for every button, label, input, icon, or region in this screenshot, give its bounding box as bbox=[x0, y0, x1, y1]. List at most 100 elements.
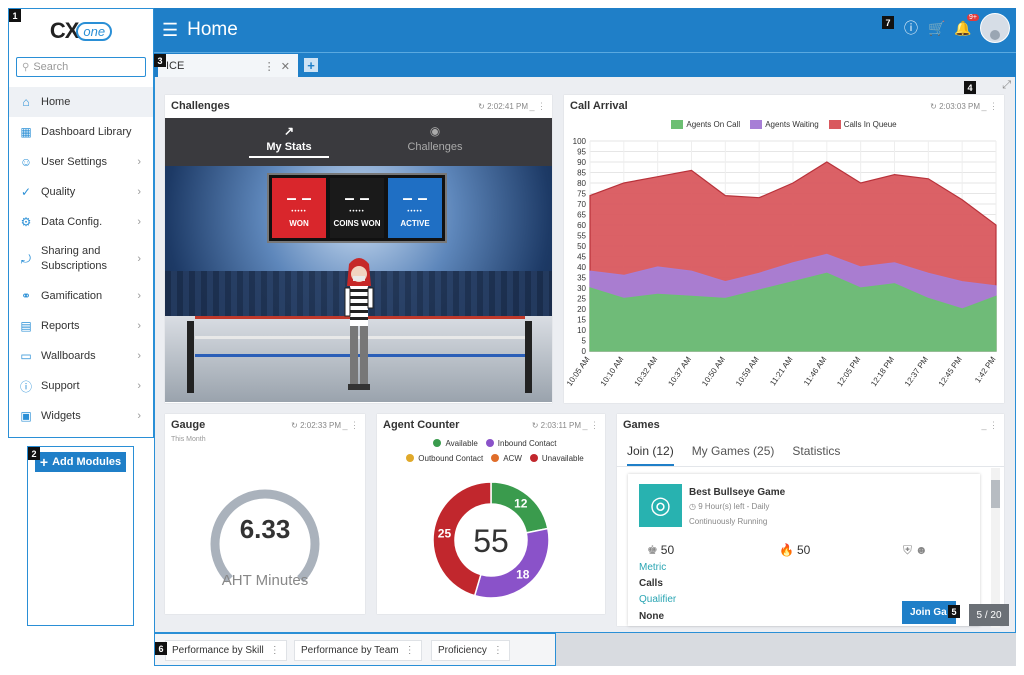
kebab-icon: ⋮ bbox=[492, 645, 503, 656]
tab-statistics[interactable]: Statistics bbox=[792, 444, 841, 458]
tab-my-games[interactable]: My Games (25) bbox=[691, 444, 775, 458]
game-card[interactable]: ◎ Best Bullseye Game ◷ 9 Hour(s) left - … bbox=[628, 474, 980, 626]
won-label: WON bbox=[289, 219, 309, 228]
join-game-button[interactable]: Join Ga bbox=[902, 601, 956, 624]
chevron-right-icon: › bbox=[137, 410, 141, 422]
expand-icon[interactable]: ⤢ bbox=[1002, 79, 1011, 91]
widget-menu-icon[interactable]: _ ⋮ bbox=[582, 419, 599, 430]
sidebar-item-dashboard-library[interactable]: ▦ Dashboard Library bbox=[9, 117, 153, 147]
bottom-tab-performance-by-team[interactable]: Performance by Team ⋮ bbox=[294, 640, 422, 661]
y-tick-label: 80 bbox=[577, 179, 586, 188]
gauge-value: 6.33 bbox=[239, 514, 291, 544]
sidebar-item-reports[interactable]: ▤ Reports › bbox=[9, 311, 153, 341]
nav-list: ⌂ Home ▦ Dashboard Library ☺ User Settings › ✓ Q… bbox=[9, 87, 153, 431]
sidebar-item-widgets[interactable]: ▣ Widgets › bbox=[9, 401, 153, 431]
tab-join[interactable]: Join (12) bbox=[627, 442, 674, 466]
logo-cx-text: CX bbox=[49, 18, 80, 43]
top-header: ☰ Home ⓘ 🛒 🔔 9+ bbox=[154, 8, 1016, 52]
marker-4: 4 bbox=[964, 81, 976, 94]
sidebar-item-wallboards[interactable]: ▭ Wallboards › bbox=[9, 341, 153, 371]
games-scrollbar[interactable] bbox=[991, 468, 1000, 628]
legend-inbound-contact: Inbound Contact bbox=[497, 439, 557, 448]
sidebar-item-data-config[interactable]: ⚙ Data Config. › bbox=[9, 207, 153, 237]
sidebar-item-user-settings[interactable]: ☺ User Settings › bbox=[9, 147, 153, 177]
tab-my-stats-label: My Stats bbox=[266, 141, 312, 153]
sidebar-item-label: Sharing and bbox=[41, 245, 101, 257]
gauge-widget: Gauge ↻ 2:02:33 PM _ ⋮ This Month 6.33 A… bbox=[165, 414, 365, 614]
legend-calls-in-queue[interactable]: Calls In Queue bbox=[828, 120, 897, 130]
y-tick-label: 10 bbox=[577, 326, 586, 335]
challenges-time: ↻ 2:02:41 PM bbox=[478, 101, 528, 111]
legend-outbound-contact: Outbound Contact bbox=[418, 454, 484, 463]
dashboard-canvas: ⤢ Challenges ↻ 2:02:41 PM _ ⋮ ↗ My Stats… bbox=[154, 77, 1016, 633]
bottom-tab-performance-by-skill[interactable]: Performance by Skill ⋮ bbox=[165, 640, 287, 661]
metric-value: Calls bbox=[639, 578, 663, 589]
add-tab-button[interactable]: + bbox=[304, 58, 318, 73]
y-tick-label: 40 bbox=[577, 263, 586, 272]
menu-icon[interactable]: ☰ bbox=[162, 19, 179, 40]
glove-icon: ◉ bbox=[429, 124, 441, 138]
bell-icon[interactable]: 🔔 9+ bbox=[954, 13, 979, 36]
sidebar-item-home[interactable]: ⌂ Home bbox=[9, 87, 153, 117]
help-circle-icon[interactable]: ⓘ bbox=[904, 20, 918, 36]
gamepad-icon: ⚭ bbox=[20, 289, 32, 303]
sidebar-item-sharing-and[interactable]: ⤾ Sharing and Subscriptions › bbox=[9, 237, 153, 281]
legend-agents-waiting[interactable]: Agents Waiting bbox=[750, 120, 819, 130]
marker-5: 5 bbox=[948, 605, 960, 618]
call-arrival-widget: Call Arrival ↻ 2:03:03 PM _ ⋮ Agents On … bbox=[564, 95, 1004, 403]
game-name: Best Bullseye Game bbox=[689, 487, 786, 498]
legend-agents-on-call[interactable]: Agents On Call bbox=[671, 120, 740, 130]
add-modules-button[interactable]: + Add Modules bbox=[35, 452, 126, 472]
tab-ice[interactable]: ICE ⋮ ✕ bbox=[158, 54, 298, 78]
marker-6: 6 bbox=[155, 642, 167, 655]
data-config-icon: ⚙ bbox=[20, 215, 32, 229]
donut-slice-2 bbox=[432, 482, 492, 597]
games-title: Games bbox=[623, 419, 660, 431]
y-tick-label: 75 bbox=[577, 190, 586, 199]
marker-2: 2 bbox=[28, 447, 40, 460]
marker-3: 3 bbox=[154, 54, 166, 67]
x-tick-label: 10:10 AM bbox=[599, 355, 626, 388]
widget-menu-icon[interactable]: _ ⋮ bbox=[342, 419, 359, 430]
y-tick-label: 30 bbox=[577, 284, 586, 293]
close-icon[interactable]: ✕ bbox=[280, 60, 290, 73]
kebab-icon: ⋮ bbox=[269, 645, 280, 656]
avatar[interactable] bbox=[980, 13, 1010, 43]
share-icon: ⤾ bbox=[21, 251, 31, 266]
sidebar-item-gamification[interactable]: ⚭ Gamification › bbox=[9, 281, 153, 311]
y-tick-label: 50 bbox=[577, 242, 586, 251]
gauge-track bbox=[210, 489, 320, 583]
agent-counter-donut: 12 18 25 55 bbox=[432, 482, 550, 599]
tab-challenges[interactable]: ◉ Challenges bbox=[395, 124, 475, 153]
widget-menu-icon[interactable]: _ ⋮ bbox=[981, 100, 998, 111]
y-tick-label: 45 bbox=[577, 253, 586, 262]
agent-counter-legend: Available Inbound Contact Outbound Contac… bbox=[377, 436, 605, 466]
agent-counter-time: ↻ 2:03:11 PM bbox=[531, 420, 581, 430]
boxing-arena-illustration: – – ••••• WON – – ••••• COINS WON – – •••••… bbox=[165, 166, 552, 402]
x-tick-label: 11:21 AM bbox=[768, 355, 795, 388]
tab-actions: ⋮ ✕ bbox=[264, 60, 290, 73]
widget-menu-icon[interactable]: _ ⋮ bbox=[981, 419, 998, 430]
active-label: ACTIVE bbox=[400, 219, 430, 228]
kebab-icon[interactable]: ⋮ bbox=[263, 60, 275, 73]
tab-challenges-label: Challenges bbox=[407, 141, 463, 153]
search-input[interactable]: ⚲ Search bbox=[16, 57, 146, 77]
y-tick-label: 5 bbox=[582, 337, 587, 346]
call-arrival-legend: Agents On Call Agents Waiting Calls In Q… bbox=[564, 120, 1004, 130]
sidebar-item-label: Support bbox=[41, 379, 80, 392]
sidebar-item-support[interactable]: ⓘ Support › bbox=[9, 371, 153, 401]
sidebar-item-quality[interactable]: ✓ Quality › bbox=[9, 177, 153, 207]
tab-my-stats[interactable]: ↗ My Stats bbox=[249, 124, 329, 158]
gauge-time: ↻ 2:02:33 PM bbox=[291, 420, 341, 430]
bottom-tab-proficiency[interactable]: Proficiency ⋮ bbox=[431, 640, 510, 661]
legend-available: Available bbox=[445, 439, 478, 448]
widget-menu-icon[interactable]: _ ⋮ bbox=[529, 100, 546, 111]
cart-icon[interactable]: 🛒 bbox=[928, 19, 946, 36]
y-tick-label: 95 bbox=[577, 148, 586, 157]
gauge-subtitle: This Month bbox=[171, 436, 206, 443]
flame-icon: 🔥 bbox=[779, 543, 794, 557]
won-cell: – – ••••• WON bbox=[272, 178, 326, 238]
header-actions: ⓘ 🛒 🔔 9+ bbox=[902, 13, 1010, 43]
metric-label: Metric bbox=[639, 562, 667, 573]
